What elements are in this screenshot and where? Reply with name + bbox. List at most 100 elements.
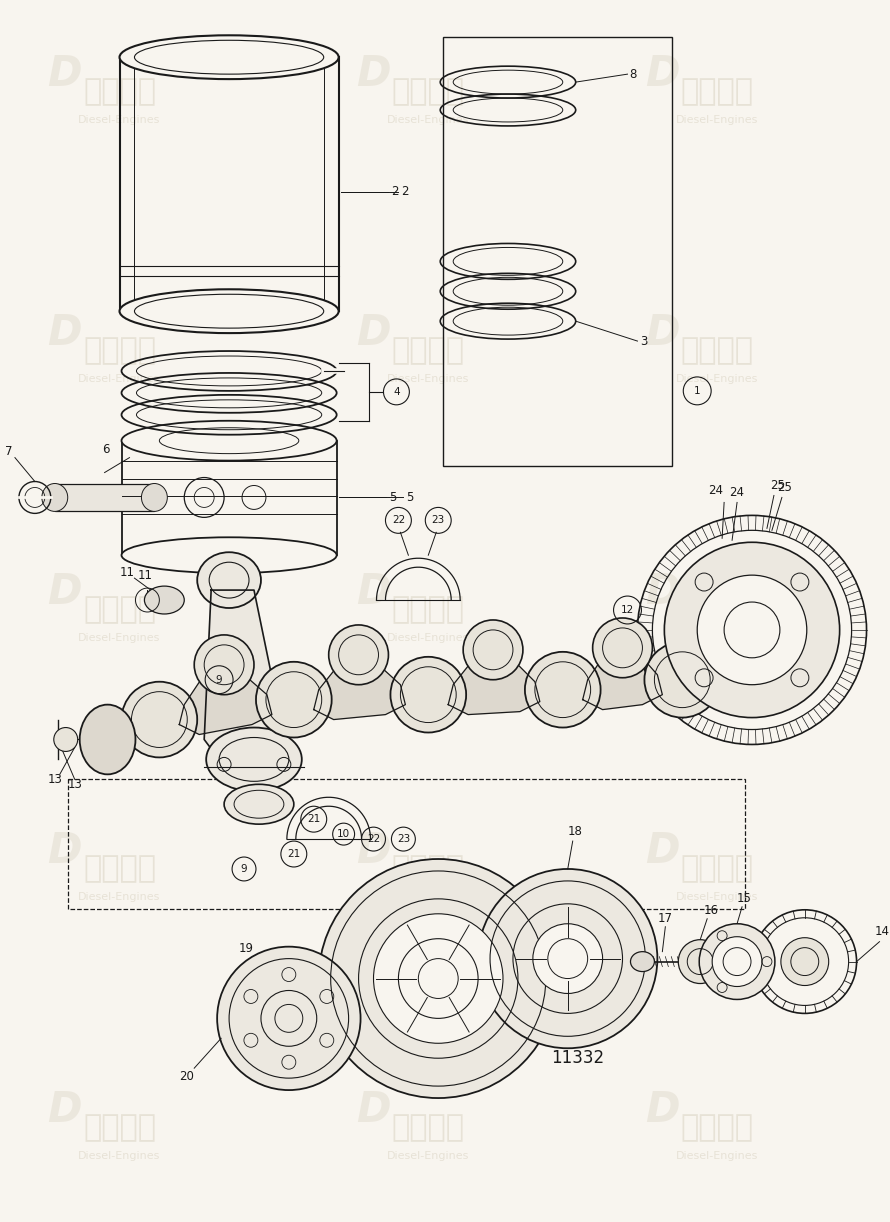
Polygon shape xyxy=(314,665,405,720)
Ellipse shape xyxy=(198,552,261,609)
Text: Diesel-Engines: Diesel-Engines xyxy=(78,892,161,902)
Bar xyxy=(122,441,336,555)
Ellipse shape xyxy=(525,651,601,727)
Ellipse shape xyxy=(144,587,184,613)
Text: 紫发动力: 紫发动力 xyxy=(392,854,465,884)
Ellipse shape xyxy=(664,543,839,717)
Ellipse shape xyxy=(319,859,558,1099)
Text: 紫发动力: 紫发动力 xyxy=(392,595,465,624)
Ellipse shape xyxy=(224,785,294,824)
Text: 2: 2 xyxy=(392,186,399,198)
Text: D: D xyxy=(47,1089,82,1132)
Text: Diesel-Engines: Diesel-Engines xyxy=(676,892,758,902)
Ellipse shape xyxy=(700,924,775,1000)
Ellipse shape xyxy=(533,924,603,993)
Text: D: D xyxy=(47,53,82,95)
Ellipse shape xyxy=(42,484,68,511)
Text: 25: 25 xyxy=(770,479,785,492)
Ellipse shape xyxy=(80,705,135,775)
Text: 11332: 11332 xyxy=(551,1050,604,1067)
Text: 紫发动力: 紫发动力 xyxy=(681,336,754,365)
Text: 5: 5 xyxy=(390,491,397,503)
Text: D: D xyxy=(645,53,680,95)
Text: 12: 12 xyxy=(621,605,634,615)
Ellipse shape xyxy=(781,937,829,985)
Text: 6: 6 xyxy=(102,444,110,456)
Ellipse shape xyxy=(593,618,652,678)
Text: 紫发动力: 紫发动力 xyxy=(83,77,156,106)
Text: D: D xyxy=(356,53,391,95)
Polygon shape xyxy=(204,590,289,759)
Text: 10: 10 xyxy=(337,829,350,840)
Ellipse shape xyxy=(678,940,722,984)
Text: 21: 21 xyxy=(287,849,301,859)
Ellipse shape xyxy=(391,656,466,732)
Ellipse shape xyxy=(478,869,658,1048)
Text: 13: 13 xyxy=(68,778,83,791)
Bar xyxy=(55,484,154,511)
Text: 11: 11 xyxy=(137,568,152,582)
Text: 4: 4 xyxy=(393,387,400,397)
Ellipse shape xyxy=(630,952,654,971)
Text: 25: 25 xyxy=(777,481,792,494)
Text: 7: 7 xyxy=(5,445,12,458)
Text: 9: 9 xyxy=(240,864,247,874)
Text: 13: 13 xyxy=(48,772,62,786)
Ellipse shape xyxy=(697,576,806,684)
Text: Diesel-Engines: Diesel-Engines xyxy=(78,1151,161,1161)
Text: 3: 3 xyxy=(641,335,648,347)
Polygon shape xyxy=(449,660,540,715)
Text: 11: 11 xyxy=(119,566,134,579)
Text: D: D xyxy=(47,312,82,354)
Ellipse shape xyxy=(374,914,503,1044)
Text: Diesel-Engines: Diesel-Engines xyxy=(387,115,470,125)
Text: Diesel-Engines: Diesel-Engines xyxy=(78,374,161,384)
Text: 22: 22 xyxy=(367,835,380,844)
Text: D: D xyxy=(356,1089,391,1132)
Ellipse shape xyxy=(119,35,339,79)
Text: D: D xyxy=(356,571,391,613)
Text: 19: 19 xyxy=(239,942,254,956)
Ellipse shape xyxy=(122,420,336,461)
Text: D: D xyxy=(645,1089,680,1132)
Text: Diesel-Engines: Diesel-Engines xyxy=(676,1151,758,1161)
Text: 22: 22 xyxy=(392,516,405,525)
Text: 9: 9 xyxy=(215,675,222,684)
Text: Diesel-Engines: Diesel-Engines xyxy=(676,374,758,384)
Text: Diesel-Engines: Diesel-Engines xyxy=(676,633,758,643)
Text: Diesel-Engines: Diesel-Engines xyxy=(387,1151,470,1161)
Text: 18: 18 xyxy=(568,825,583,837)
Ellipse shape xyxy=(122,682,198,758)
Ellipse shape xyxy=(712,937,762,986)
Ellipse shape xyxy=(217,947,360,1090)
Ellipse shape xyxy=(328,624,388,684)
Text: 紫发动力: 紫发动力 xyxy=(392,336,465,365)
Ellipse shape xyxy=(463,620,523,679)
Bar xyxy=(68,780,745,909)
Bar xyxy=(443,38,672,466)
Text: 紫发动力: 紫发动力 xyxy=(681,854,754,884)
Text: Diesel-Engines: Diesel-Engines xyxy=(387,633,470,643)
Text: 24: 24 xyxy=(729,486,744,499)
Text: 5: 5 xyxy=(407,491,414,503)
Text: D: D xyxy=(47,571,82,613)
Polygon shape xyxy=(583,657,662,710)
Text: Diesel-Engines: Diesel-Engines xyxy=(78,115,161,125)
Ellipse shape xyxy=(119,290,339,334)
Text: 8: 8 xyxy=(629,67,637,81)
Ellipse shape xyxy=(194,635,254,694)
Text: D: D xyxy=(645,312,680,354)
Text: D: D xyxy=(645,571,680,613)
Text: 紫发动力: 紫发动力 xyxy=(681,1113,754,1143)
Text: Diesel-Engines: Diesel-Engines xyxy=(676,115,758,125)
Ellipse shape xyxy=(122,538,336,573)
Text: 14: 14 xyxy=(875,925,889,938)
Text: Diesel-Engines: Diesel-Engines xyxy=(78,633,161,643)
Text: D: D xyxy=(645,830,680,873)
Ellipse shape xyxy=(256,662,332,738)
Ellipse shape xyxy=(206,727,302,792)
Text: 紫发动力: 紫发动力 xyxy=(83,854,156,884)
Ellipse shape xyxy=(53,727,77,752)
Text: 1: 1 xyxy=(694,386,700,396)
Text: 23: 23 xyxy=(397,835,410,844)
